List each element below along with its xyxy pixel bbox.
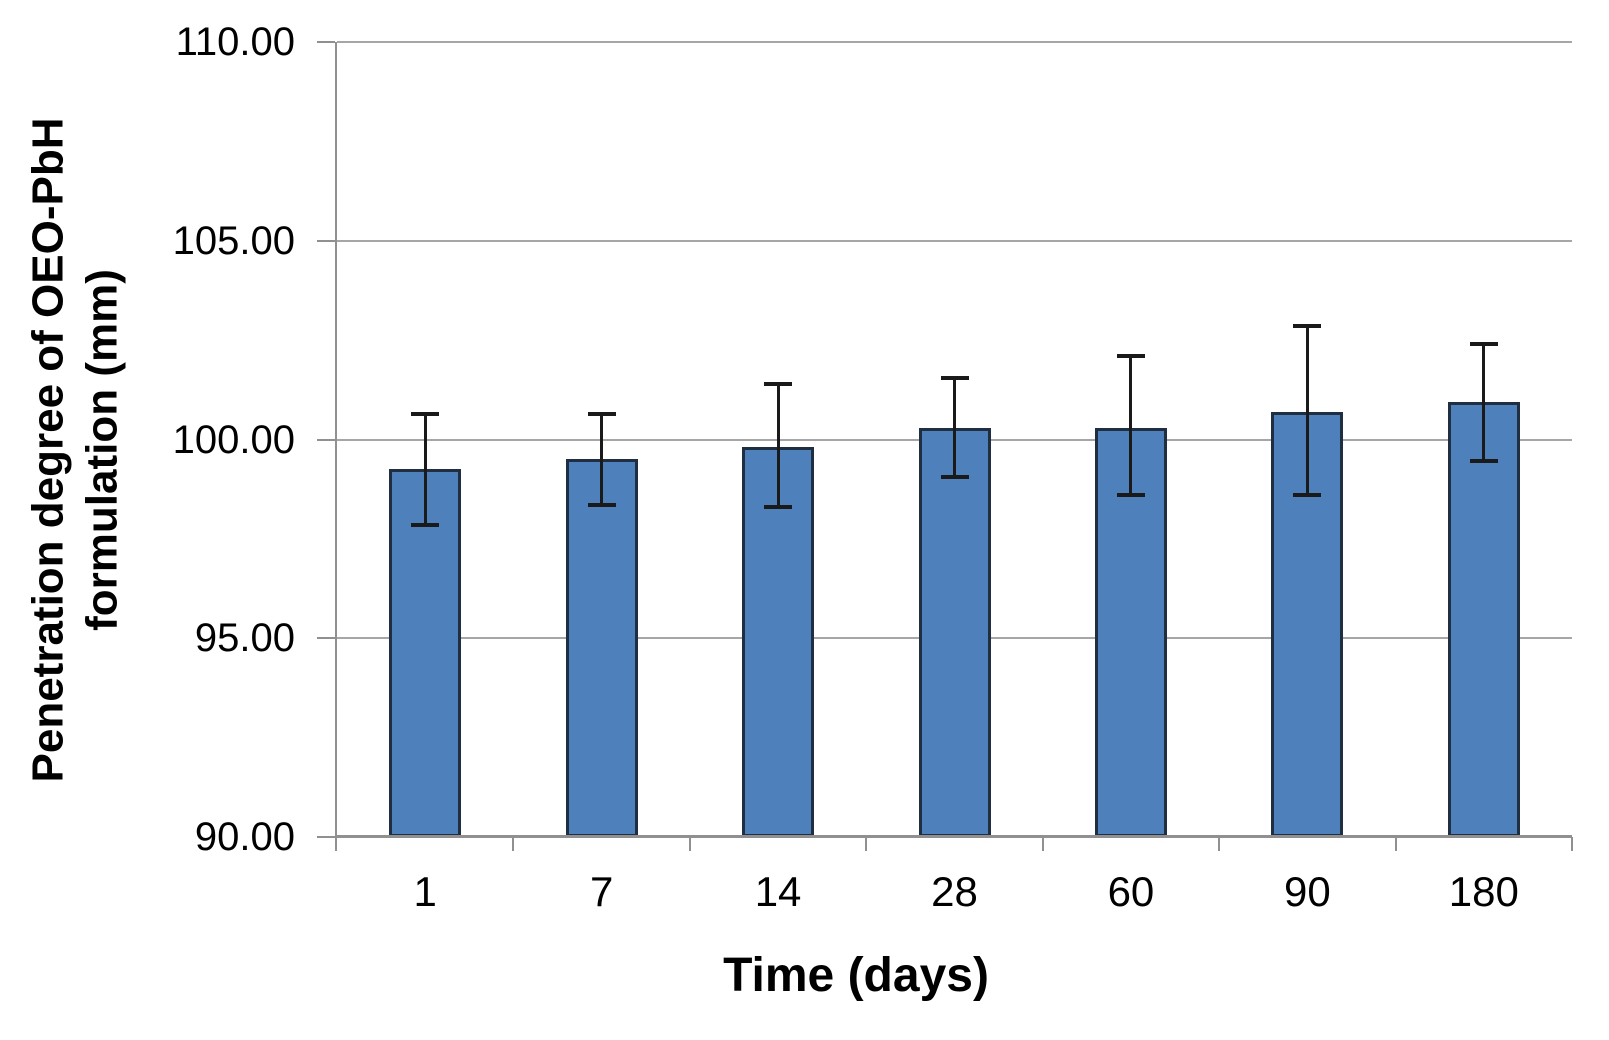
error-bar-bottom-cap bbox=[764, 505, 793, 510]
y-tick-label: 90.00 bbox=[194, 815, 295, 859]
error-bar-top-cap bbox=[1293, 324, 1322, 329]
y-axis-line bbox=[335, 42, 337, 851]
x-axis-tick bbox=[512, 837, 515, 851]
bar-day-1 bbox=[389, 469, 462, 837]
error-bar-stem bbox=[776, 383, 780, 508]
y-tick-label: 110.00 bbox=[175, 20, 295, 64]
error-bar-stem bbox=[1305, 326, 1309, 496]
x-tick-label: 180 bbox=[1448, 868, 1519, 915]
plot-area bbox=[317, 41, 1573, 851]
gridline bbox=[337, 41, 1572, 43]
y-tick-label: 95.00 bbox=[194, 616, 295, 661]
y-axis-tick bbox=[317, 438, 335, 441]
y-axis-tick bbox=[317, 836, 335, 838]
error-bar-stem bbox=[600, 413, 604, 506]
x-tick-label: 7 bbox=[589, 868, 614, 915]
x-tick-label: 28 bbox=[931, 868, 978, 915]
error-bar-top-cap bbox=[411, 411, 440, 416]
error-bar-bottom-cap bbox=[940, 475, 969, 480]
x-axis-tick bbox=[1571, 837, 1573, 851]
gridline bbox=[337, 239, 1572, 242]
error-bar-bottom-cap bbox=[411, 522, 440, 527]
error-bar-top-cap bbox=[1116, 354, 1145, 359]
error-bar-top-cap bbox=[1469, 342, 1498, 347]
y-axis-tick bbox=[317, 239, 335, 242]
y-tick-label: 105.00 bbox=[172, 218, 295, 263]
bar-day-14 bbox=[742, 447, 815, 837]
bar-day-180 bbox=[1447, 401, 1520, 837]
error-bar-stem bbox=[1129, 356, 1133, 496]
x-tick-label: 90 bbox=[1283, 868, 1331, 915]
error-bar-bottom-cap bbox=[1116, 493, 1145, 498]
error-bar-top-cap bbox=[940, 375, 969, 380]
error-bar-bottom-cap bbox=[1469, 459, 1498, 464]
error-bar-top-cap bbox=[764, 381, 793, 386]
x-tick-label: 60 bbox=[1107, 868, 1155, 915]
bar-day-90 bbox=[1271, 411, 1344, 837]
x-axis-tick bbox=[1394, 837, 1397, 851]
x-axis-tick bbox=[688, 837, 691, 851]
y-axis-title-line1: Penetration degree of OEO-PbH bbox=[23, 117, 73, 783]
x-axis-tick bbox=[865, 837, 868, 851]
x-tick-label: 14 bbox=[754, 868, 802, 915]
x-axis-line bbox=[335, 835, 1572, 838]
error-bar-bottom-cap bbox=[587, 503, 616, 508]
y-axis-title: Penetration degree of OEO-PbH formulatio… bbox=[21, 0, 128, 950]
y-tick-label: 100.00 bbox=[172, 417, 295, 462]
x-tick-label: 1 bbox=[413, 868, 437, 915]
x-axis-tick bbox=[1041, 837, 1044, 851]
y-axis-tick bbox=[317, 637, 335, 640]
error-bar-top-cap bbox=[587, 411, 616, 416]
x-axis-title: Time (days) bbox=[723, 949, 989, 1002]
bar-day-28 bbox=[918, 427, 991, 837]
error-bar-stem bbox=[953, 377, 956, 478]
error-bar-stem bbox=[423, 413, 427, 525]
error-bar-bottom-cap bbox=[1293, 493, 1322, 498]
error-bar-stem bbox=[1482, 344, 1486, 462]
y-axis-title-line2: formulation (mm) bbox=[77, 269, 126, 631]
x-axis-tick bbox=[1218, 837, 1221, 851]
y-axis-tick bbox=[317, 41, 335, 43]
bar-day-7 bbox=[565, 459, 638, 837]
